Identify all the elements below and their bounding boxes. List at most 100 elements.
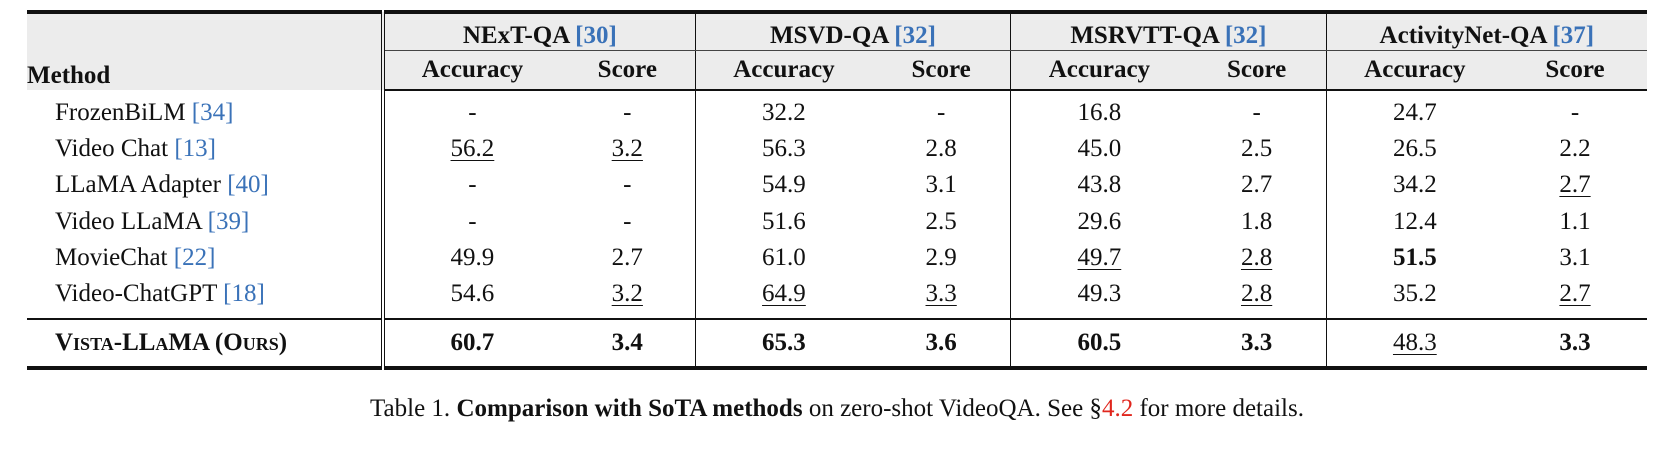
value-text: 2.5: [1240, 135, 1273, 163]
value-cell: 3.3: [872, 276, 1011, 319]
method-column-header: Method: [27, 10, 383, 90]
value-text: 2.8: [1240, 244, 1273, 272]
value-text: 54.6: [450, 280, 495, 308]
sub-header-score: Score: [1503, 50, 1647, 91]
citation: [34]: [191, 98, 234, 126]
value-cell: 3.3: [1187, 318, 1327, 371]
method-cell: LLaMA Adapter [40]: [27, 167, 383, 203]
table-caption: Table 1. Comparison with SoTA methods on…: [0, 395, 1674, 423]
value-cell: 56.2: [380, 131, 560, 168]
value-cell: 3.1: [872, 167, 1011, 203]
ours-method-name: Vista-LLaMA (Ours): [55, 329, 288, 357]
value-text: 60.7: [450, 329, 495, 357]
value-text: -: [623, 99, 632, 126]
value-cell: -: [380, 167, 560, 204]
sub-header-score: Score: [872, 50, 1011, 91]
group-header-nextqa: NExT-QA [30]: [380, 10, 696, 51]
value-cell: -: [380, 203, 560, 240]
value-cell: 61.0: [694, 239, 873, 277]
sub-header-accuracy: Accuracy: [1010, 50, 1188, 91]
table-row: FrozenBiLM [34] - - 32.2 - 16.8 - 24.7 -: [27, 90, 1647, 131]
group-header-activitynetqa: ActivityNet-QA [37]: [1325, 10, 1647, 51]
citation-link[interactable]: 37: [1560, 22, 1586, 49]
citation-link[interactable]: 30: [583, 22, 609, 49]
method-name: FrozenBiLM: [55, 98, 186, 126]
value-text: 49.9: [450, 244, 495, 272]
value-text: -: [1252, 99, 1261, 126]
citation-link[interactable]: 13: [182, 135, 208, 163]
citation-link[interactable]: 22: [182, 244, 208, 272]
section-link[interactable]: 4.2: [1101, 395, 1134, 422]
baseline-rows: FrozenBiLM [34] - - 32.2 - 16.8 - 24.7 - Video Ch…: [27, 90, 1647, 320]
value-cell: 51.5: [1325, 239, 1504, 277]
table-row: LLaMA Adapter [40] - - 54.9 3.1 43.8 2.7 34.2 2.…: [27, 167, 1647, 204]
value-cell: 51.6: [694, 203, 873, 240]
value-text: 56.3: [762, 135, 806, 163]
value-cell: 64.9: [694, 276, 873, 320]
table-row-ours: Vista-LLaMA (Ours) 60.7 3.4 65.3 3.6 60.…: [27, 318, 1647, 371]
value-cell: 34.2: [1325, 167, 1504, 204]
value-text: 16.8: [1077, 99, 1122, 126]
value-text: 48.3: [1392, 329, 1437, 357]
value-cell: 2.7: [1503, 167, 1647, 203]
value-cell: 1.8: [1188, 204, 1327, 240]
method-cell: Video LLaMA [39]: [27, 204, 383, 240]
method-name: MovieChat: [55, 244, 168, 272]
value-text: 3.3: [1559, 329, 1591, 357]
citation: [40]: [227, 171, 269, 199]
value-text: 64.9: [762, 280, 806, 308]
citation: [18]: [223, 280, 265, 308]
value-cell: 49.7: [1010, 239, 1188, 277]
value-cell: -: [560, 167, 695, 203]
value-text: 3.6: [925, 329, 957, 357]
citation-link[interactable]: 34: [200, 98, 226, 126]
group-header-msvdqa: MSVD-QA [32]: [694, 10, 1011, 51]
value-text: 3.1: [925, 171, 957, 199]
value-cell: 48.3: [1325, 318, 1504, 371]
group-name: NExT-QA: [462, 22, 569, 49]
value-cell: 3.3: [1503, 318, 1647, 371]
value-cell: 29.6: [1010, 203, 1188, 240]
value-text: 65.3: [762, 329, 806, 357]
value-cell: -: [560, 90, 695, 131]
value-text: -: [468, 207, 477, 235]
value-cell: 60.5: [1010, 318, 1188, 371]
citation-link[interactable]: 40: [235, 171, 261, 199]
value-cell: -: [560, 204, 695, 240]
group-name: MSVD-QA: [769, 22, 889, 49]
value-cell: -: [380, 90, 560, 131]
value-cell: 54.9: [694, 167, 873, 204]
sub-header-accuracy: Accuracy: [694, 50, 873, 91]
citation: [13]: [174, 135, 216, 163]
value-cell: 2.9: [872, 240, 1011, 276]
value-text: 12.4: [1392, 207, 1437, 235]
group-name: MSRVTT-QA: [1070, 22, 1219, 49]
value-text: 3.2: [611, 135, 643, 163]
results-table: Method NExT-QA [30] MSVD-QA [32] MSRVTT-…: [27, 10, 1647, 371]
value-text: 3.1: [1559, 244, 1591, 272]
value-text: 3.3: [925, 280, 957, 308]
caption-middle: on zero-shot VideoQA. See §: [802, 395, 1102, 422]
method-cell: Video-ChatGPT [18]: [27, 276, 383, 319]
table-row: Video-ChatGPT [18] 54.6 3.2 64.9 3.3 49.3 2.8 3…: [27, 276, 1647, 320]
value-cell: 3.2: [560, 131, 695, 167]
value-text: 3.3: [1240, 329, 1273, 357]
citation-link[interactable]: 39: [215, 207, 241, 235]
value-cell: 32.2: [694, 90, 873, 131]
value-text: 2.8: [1240, 280, 1273, 308]
value-text: -: [623, 207, 632, 235]
value-text: 43.8: [1077, 171, 1122, 199]
value-cell: 43.8: [1010, 167, 1188, 204]
citation-link[interactable]: 32: [1233, 22, 1259, 49]
value-text: 2.2: [1559, 135, 1591, 163]
value-text: 49.7: [1077, 244, 1122, 272]
method-name: Video LLaMA: [55, 207, 202, 235]
value-cell: 3.4: [559, 318, 696, 371]
value-text: 35.2: [1392, 280, 1437, 308]
value-cell: 3.1: [1503, 240, 1647, 276]
value-cell: 2.7: [1188, 167, 1327, 203]
value-text: -: [623, 171, 632, 199]
citation-link[interactable]: 18: [231, 280, 257, 308]
value-cell: 1.1: [1503, 204, 1647, 240]
citation-link[interactable]: 32: [902, 22, 928, 49]
